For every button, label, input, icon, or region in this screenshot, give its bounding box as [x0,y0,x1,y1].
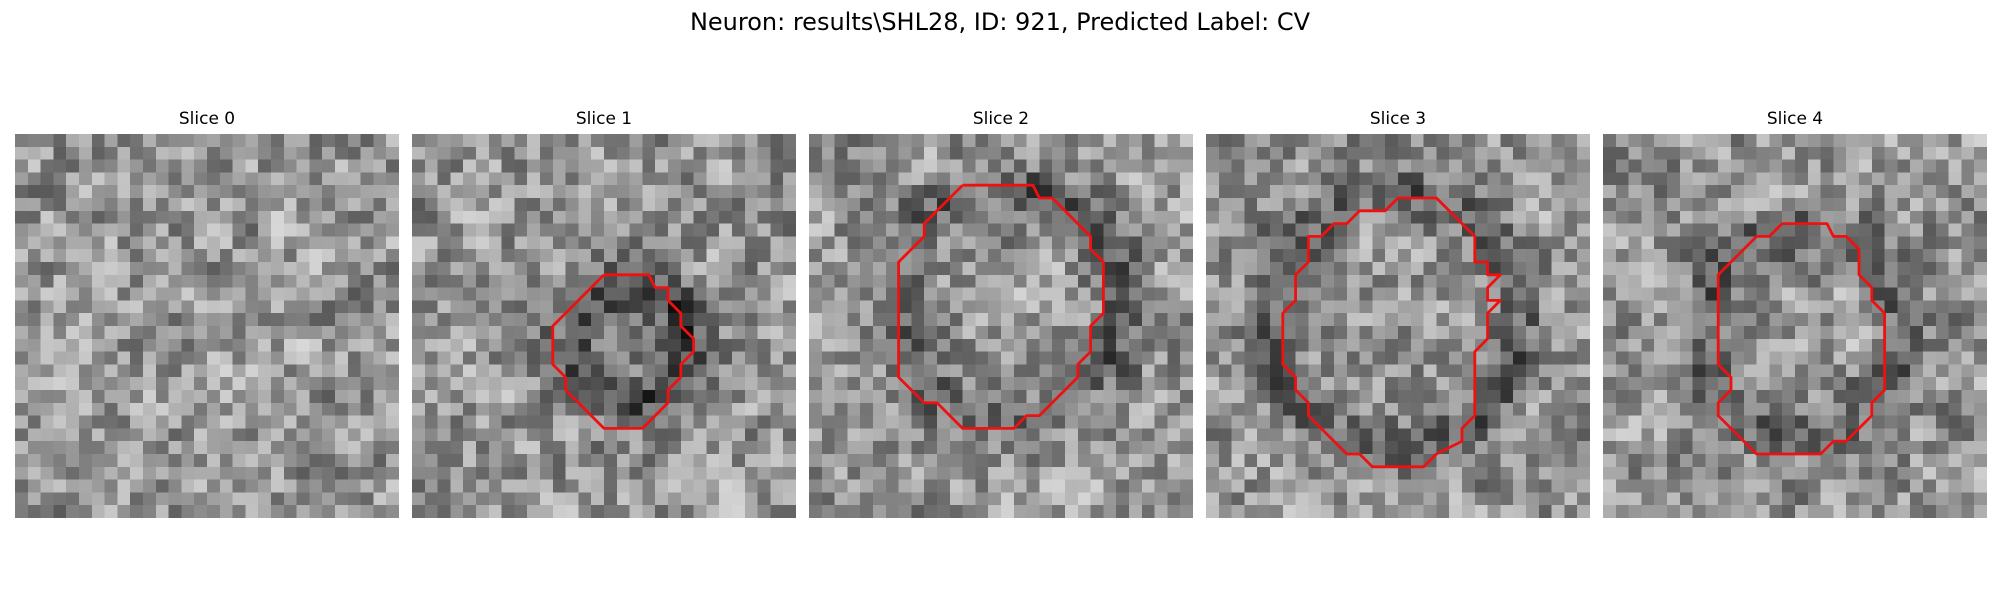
slice-image [1603,134,1987,518]
slice-title: Slice 2 [972,109,1030,129]
slice-title: Slice 1 [575,109,633,129]
slice-panel-4: Slice 4 [1603,108,1987,518]
slice-image [15,134,399,518]
slice-image [1206,134,1590,518]
slice-image [412,134,796,518]
cell-contour [1716,222,1887,456]
slice-title: Slice 4 [1766,109,1824,129]
cell-contour [551,273,696,430]
slice-title: Slice 0 [178,109,236,129]
slice-panel-0: Slice 0 [15,108,399,518]
cell-contour [897,183,1105,430]
slice-panel-3: Slice 3 [1206,108,1590,518]
slice-panel-2: Slice 2 [809,108,1193,518]
cell-contour [1281,196,1502,469]
slice-title: Slice 3 [1369,109,1427,129]
figure-title: Neuron: results\SHL28, ID: 921, Predicte… [689,8,1311,36]
slice-panel-1: Slice 1 [412,108,796,518]
slice-image [809,134,1193,518]
